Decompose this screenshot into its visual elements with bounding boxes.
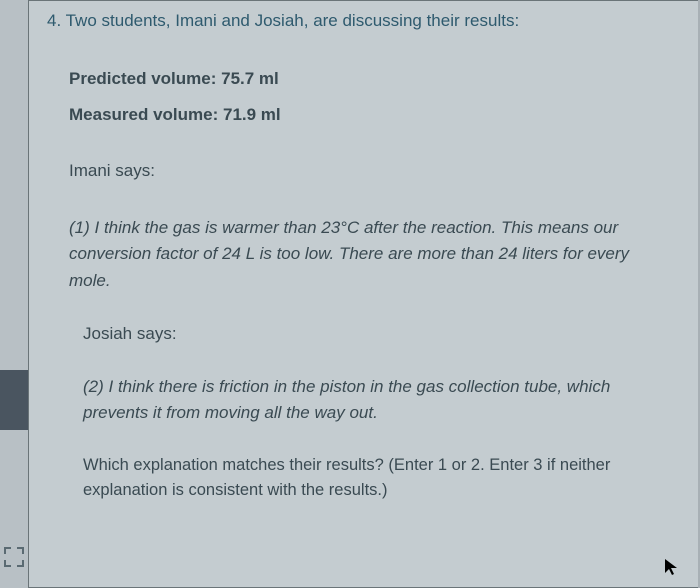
volume-data: Predicted volume: 75.7 ml Measured volum… (69, 69, 680, 125)
predicted-label: Predicted volume: (69, 69, 216, 88)
question-number: 4. (47, 11, 61, 30)
answer-prompt: Which explanation matches their results?… (83, 453, 670, 504)
left-margin-strip (0, 0, 28, 588)
fullscreen-icon[interactable] (2, 545, 26, 569)
imani-speaker: Imani says: (69, 161, 680, 181)
cursor-icon (664, 558, 678, 581)
predicted-volume-line: Predicted volume: 75.7 ml (69, 69, 680, 89)
question-text: Two students, Imani and Josiah, are disc… (66, 11, 520, 30)
left-dark-band (0, 370, 28, 430)
josiah-speaker: Josiah says: (83, 324, 680, 344)
josiah-quote: (2) I think there is friction in the pis… (83, 374, 674, 427)
imani-quote: (1) I think the gas is warmer than 23°C … (69, 215, 674, 294)
measured-label: Measured volume: (69, 105, 218, 124)
question-heading: 4. Two students, Imani and Josiah, are d… (47, 11, 680, 31)
measured-volume-line: Measured volume: 71.9 ml (69, 105, 680, 125)
predicted-value: 75.7 ml (221, 69, 279, 88)
measured-value: 71.9 ml (223, 105, 281, 124)
question-panel: 4. Two students, Imani and Josiah, are d… (28, 0, 698, 588)
